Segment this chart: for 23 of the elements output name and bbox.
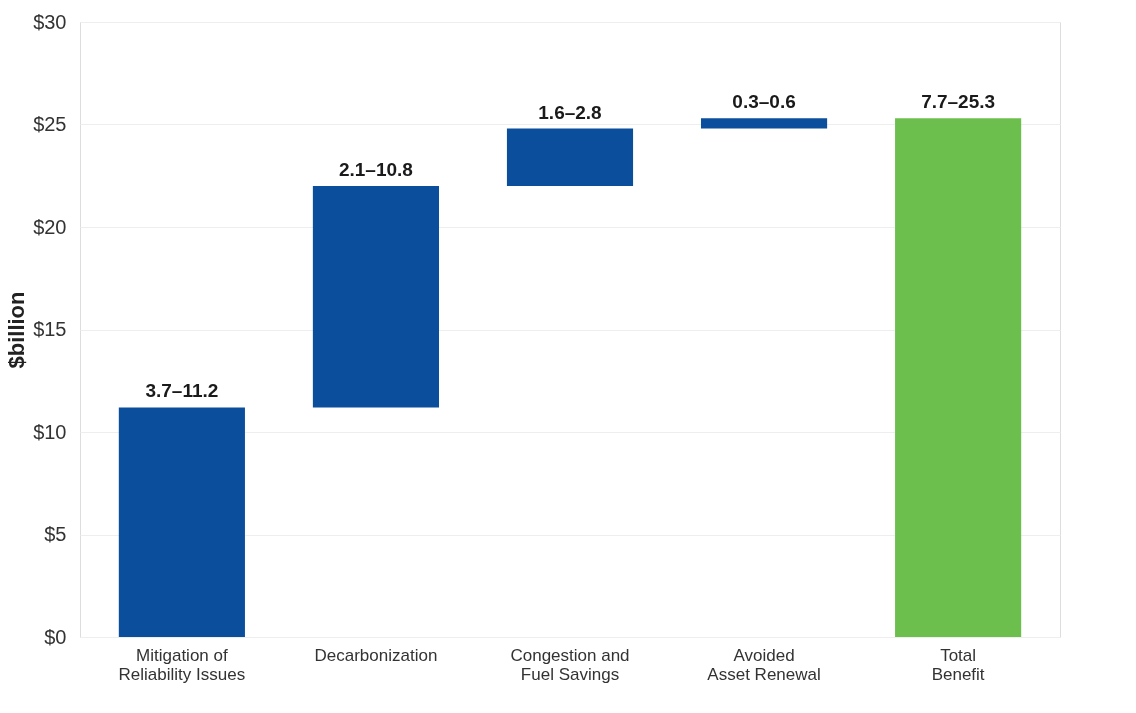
y-tick-label: $10 — [33, 420, 67, 443]
x-tick-label: Congestion and Fuel Savings — [510, 645, 630, 684]
x-tick-label: Mitigation of Reliability Issues — [118, 645, 246, 684]
y-tick-label: $15 — [33, 318, 67, 340]
data-label: 7.7–25.3 — [921, 91, 996, 113]
data-label: 3.7–11.2 — [145, 380, 219, 402]
bar — [506, 128, 634, 186]
y-tick-label: $30 — [33, 10, 67, 33]
y-tick-label: $20 — [33, 215, 67, 238]
y-axis-title: $billion — [4, 291, 30, 369]
y-tick-label: $25 — [33, 113, 67, 135]
bar — [118, 407, 245, 637]
x-tick-label: Total Benefit — [931, 645, 985, 684]
data-label: 1.6–2.8 — [538, 101, 602, 123]
x-tick-label: Decarbonization — [314, 645, 438, 665]
data-label: 0.3–0.6 — [732, 91, 796, 113]
bar — [312, 186, 440, 408]
data-label: 2.1–10.8 — [338, 159, 413, 180]
bar — [895, 118, 1022, 637]
y-tick-label: $0 — [44, 625, 67, 648]
y-tick-label: $5 — [44, 523, 67, 545]
x-tick-label: Avoided Asset Renewal — [707, 645, 821, 684]
bar — [700, 118, 828, 129]
